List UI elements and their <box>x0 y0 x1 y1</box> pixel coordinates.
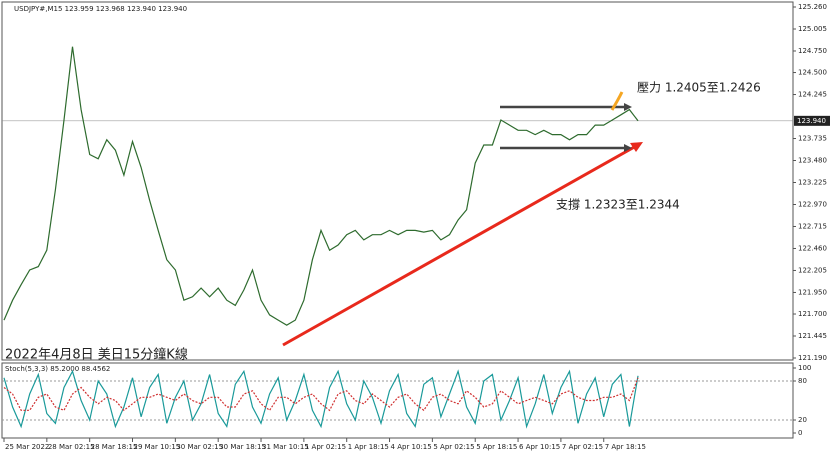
current-price-label: 123.940 <box>797 117 826 125</box>
current-price-box <box>794 115 830 126</box>
annotation: 支撐 1.2323至1.2344 <box>556 198 680 212</box>
support-trendline <box>282 144 637 347</box>
stoch-panel <box>1 362 794 439</box>
series-line <box>3 377 639 412</box>
x-tick-label: 5 Apr 18:15 <box>476 443 517 451</box>
y-tick-label: 122.205 <box>798 266 827 274</box>
series-line <box>3 369 639 429</box>
y-tick-label: 124.750 <box>798 47 827 55</box>
y-tick-label: 124.500 <box>798 69 827 77</box>
yellow-arrow <box>610 91 624 111</box>
chart-header: USDJPY#,M15 123.959 123.968 123.940 123.… <box>14 5 187 13</box>
y-tick-label: 122.460 <box>798 244 827 252</box>
x-tick-label: 31 Mar 10:15 <box>262 443 309 451</box>
y-tick-label: 121.700 <box>798 310 827 318</box>
y-tick-label: 80 <box>798 377 807 385</box>
annotation: 壓力 1.2405至1.2426 <box>637 81 761 95</box>
stoch-title: Stoch(5,3,3) 85.2000 88.4562 <box>5 365 110 373</box>
arrow-head <box>624 144 632 152</box>
arrow-head <box>624 103 632 111</box>
y-tick-label: 125.260 <box>798 3 827 11</box>
x-tick-label: 4 Apr 10:15 <box>391 443 432 451</box>
x-tick-label: 30 Mar 02:15 <box>176 443 223 451</box>
x-tick-label: 25 Mar 2022 <box>5 443 49 451</box>
y-tick-label: 121.950 <box>798 288 827 296</box>
y-tick-label: 123.225 <box>798 179 827 187</box>
x-tick-label: 30 Mar 18:15 <box>219 443 266 451</box>
x-tick-label: 7 Apr 02:15 <box>562 443 603 451</box>
x-tick-label: 1 Apr 02:15 <box>305 443 346 451</box>
y-tick-label: 121.190 <box>798 354 827 362</box>
y-tick-label: 122.715 <box>798 222 827 230</box>
x-tick-label: 29 Mar 10:15 <box>134 443 181 451</box>
arrow-head <box>630 142 643 152</box>
y-tick-label: 121.445 <box>798 332 827 340</box>
y-tick-label: 123.735 <box>798 135 827 143</box>
x-tick-label: 28 Mar 18:15 <box>91 443 138 451</box>
x-tick-label: 28 Mar 02:15 <box>48 443 95 451</box>
chart-subtitle: 2022年4月8日 美日15分鐘K線 <box>5 347 188 363</box>
x-tick-label: 7 Apr 18:15 <box>605 443 646 451</box>
y-tick-label: 20 <box>798 416 807 424</box>
y-tick-label: 0 <box>798 429 802 437</box>
x-tick-label: 5 Apr 02:15 <box>433 443 474 451</box>
y-tick-label: 124.245 <box>798 91 827 99</box>
y-tick-label: 123.480 <box>798 157 827 165</box>
y-tick-label: 122.970 <box>798 200 827 208</box>
y-tick-label: 100 <box>798 364 811 372</box>
price-panel <box>1 1 794 361</box>
series-line <box>3 46 639 326</box>
x-tick-label: 1 Apr 18:15 <box>348 443 389 451</box>
x-tick-label: 6 Apr 10:15 <box>519 443 560 451</box>
y-tick-label: 125.005 <box>798 25 827 33</box>
